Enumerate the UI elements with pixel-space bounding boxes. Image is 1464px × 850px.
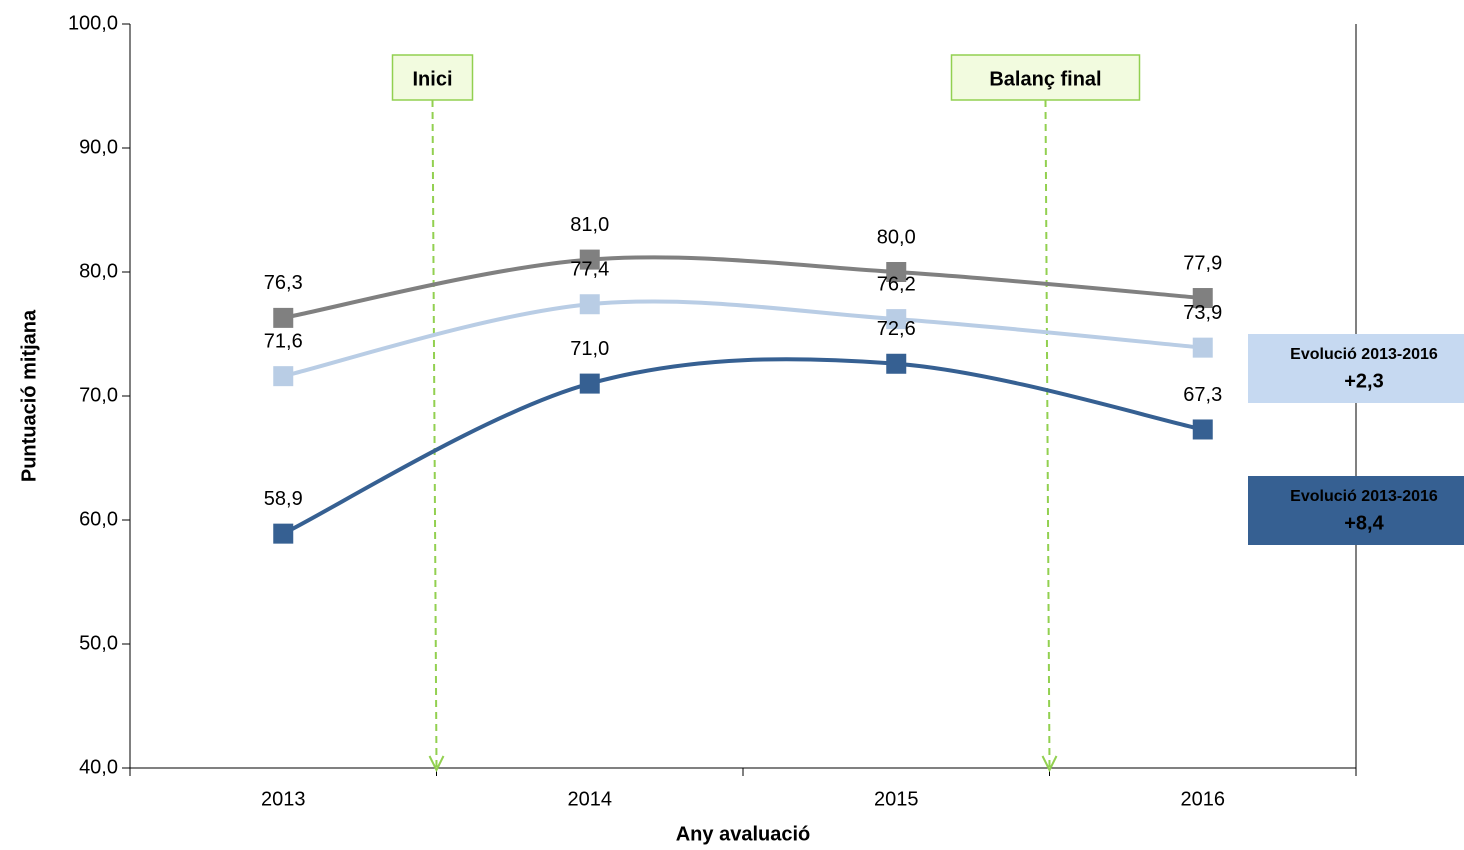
- evolution-title: Evolució 2013-2016: [1290, 488, 1438, 505]
- series-line: [282, 299, 1203, 379]
- marker: [579, 294, 600, 315]
- annotation-box: [391, 54, 474, 101]
- x-axis-title: Any avaluació: [676, 823, 811, 845]
- series-line: [282, 255, 1203, 320]
- value-label: 76,2: [877, 273, 916, 295]
- y-tick-label: 80,0: [79, 260, 118, 282]
- y-tick-label: 60,0: [79, 508, 118, 530]
- marker: [273, 523, 294, 544]
- value-label: 72,6: [877, 318, 916, 340]
- x-tick-label: 2016: [1181, 788, 1226, 810]
- marker: [1192, 288, 1213, 309]
- x-tick-label: 2013: [261, 788, 306, 810]
- marker: [886, 262, 907, 282]
- marker: [886, 353, 907, 374]
- series-line: [282, 357, 1204, 536]
- evolution-box: [1248, 476, 1464, 545]
- annotation-arrow: [431, 99, 438, 769]
- value-label: 71,6: [264, 330, 303, 352]
- evolution-value: +8,4: [1344, 512, 1384, 534]
- evolution-title: Evolució 2013-2016: [1290, 346, 1438, 363]
- marker: [1192, 337, 1213, 358]
- value-label: 58,9: [264, 488, 303, 510]
- value-label: 73,9: [1183, 302, 1222, 324]
- annotation-arrow: [1044, 99, 1051, 769]
- value-label: 67,3: [1183, 384, 1222, 406]
- x-tick-label: 2015: [874, 788, 919, 810]
- value-label: 71,0: [570, 338, 609, 360]
- y-tick-label: 100,0: [68, 12, 118, 34]
- marker: [886, 309, 907, 330]
- value-label: 80,0: [877, 226, 916, 248]
- arrow-head: [1041, 755, 1058, 773]
- x-tick-label: 2014: [568, 788, 613, 810]
- marker: [1192, 419, 1213, 440]
- marker: [273, 366, 294, 387]
- value-label: 76,3: [264, 272, 303, 294]
- annotation-label: Balanç final: [989, 68, 1101, 90]
- marker: [273, 307, 294, 328]
- y-tick-label: 70,0: [79, 384, 118, 406]
- y-tick-label: 50,0: [79, 632, 118, 654]
- evolution-box: [1248, 334, 1464, 403]
- y-tick-label: 90,0: [79, 136, 118, 158]
- marker: [579, 249, 600, 270]
- annotation-box: [950, 54, 1141, 101]
- y-tick-label: 40,0: [79, 756, 118, 778]
- evolution-value: +2,3: [1344, 370, 1383, 392]
- value-label: 77,9: [1183, 252, 1222, 274]
- annotation-label: Inici: [412, 68, 452, 90]
- value-label: 77,4: [570, 259, 609, 281]
- value-label: 81,0: [570, 214, 609, 236]
- y-axis-title: Puntuació mitjana: [18, 309, 40, 482]
- arrow-head: [428, 755, 445, 773]
- marker: [579, 373, 600, 394]
